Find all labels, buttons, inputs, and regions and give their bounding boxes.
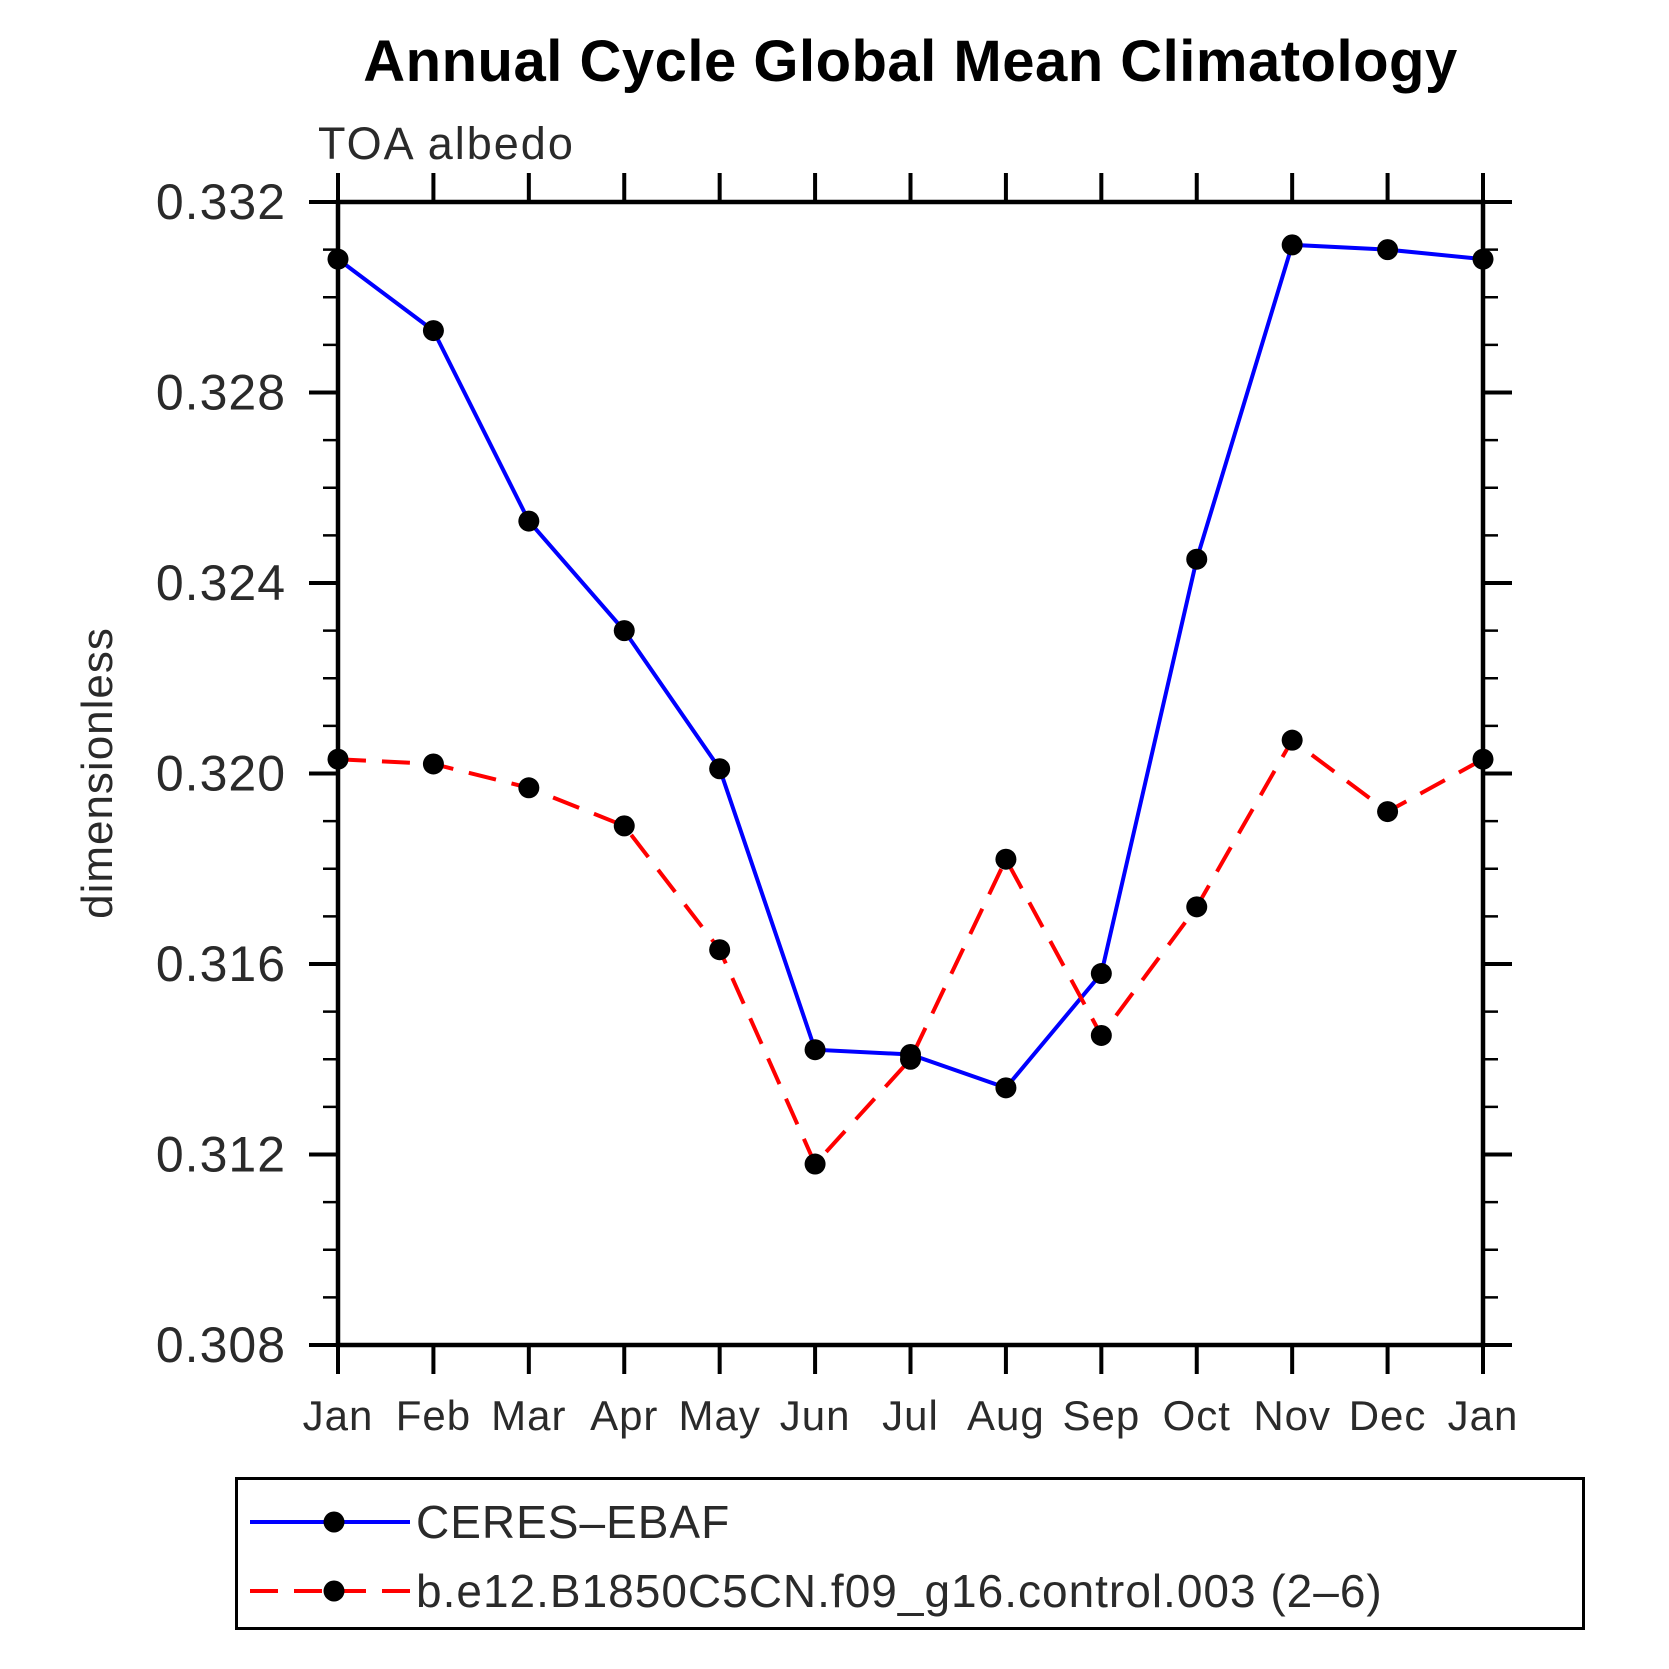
y-tick-label: 0.316 xyxy=(156,936,286,992)
chart-title: Annual Cycle Global Mean Climatology xyxy=(363,29,1458,94)
legend-label-model: b.e12.B1850C5CN.f09_g16.control.003 (2–6… xyxy=(416,1565,1383,1617)
data-point-s0-9 xyxy=(1186,548,1208,570)
legend-label-ceres: CERES–EBAF xyxy=(416,1496,731,1548)
x-tick-label: Sep xyxy=(1062,1392,1140,1439)
x-tick-label: Jan xyxy=(303,1392,374,1439)
data-point-s0-7 xyxy=(995,1077,1017,1099)
x-tick-label: Oct xyxy=(1163,1392,1231,1439)
x-tick-label: Jan xyxy=(1448,1392,1519,1439)
legend-line-sample-solid xyxy=(250,1511,410,1533)
x-tick-label: Feb xyxy=(396,1392,471,1439)
data-point-s1-11 xyxy=(1377,801,1399,823)
data-point-s1-7 xyxy=(995,848,1017,870)
y-tick-label: 0.308 xyxy=(156,1317,286,1373)
x-tick-label: Nov xyxy=(1253,1392,1331,1439)
legend-marker-icon xyxy=(323,1580,345,1602)
x-tick-label: Apr xyxy=(590,1392,658,1439)
y-tick-label: 0.328 xyxy=(156,365,286,421)
legend-marker-icon xyxy=(323,1511,345,1533)
data-point-s0-8 xyxy=(1090,963,1112,985)
y-tick-label: 0.332 xyxy=(156,174,286,230)
chart-subtitle: TOA albedo xyxy=(318,118,575,169)
data-point-s0-1 xyxy=(422,320,444,342)
x-tick-label: Jul xyxy=(882,1392,939,1439)
series-line-0 xyxy=(336,242,1484,1091)
data-point-s1-9 xyxy=(1186,896,1208,918)
x-tick-label: May xyxy=(678,1392,760,1439)
x-tick-label: Dec xyxy=(1349,1392,1427,1439)
y-tick-label: 0.324 xyxy=(156,555,286,611)
plot-frame xyxy=(335,199,1486,1348)
data-point-s1-12 xyxy=(1472,748,1494,770)
data-point-s0-4 xyxy=(709,758,731,780)
data-point-s0-2 xyxy=(518,510,540,532)
y-tick-label: 0.320 xyxy=(156,746,286,802)
x-tick-label: Jun xyxy=(780,1392,851,1439)
data-point-s1-2 xyxy=(518,777,540,799)
data-point-s0-10 xyxy=(1281,234,1303,256)
legend-entry-ceres: CERES–EBAF xyxy=(244,1496,730,1548)
x-tick-label: Aug xyxy=(967,1392,1045,1439)
data-point-s1-5 xyxy=(804,1153,826,1175)
x-tick-label: Mar xyxy=(491,1392,566,1439)
data-point-s1-0 xyxy=(327,748,349,770)
data-point-s0-12 xyxy=(1472,248,1494,270)
data-point-s1-1 xyxy=(422,753,444,775)
legend-box: CERES–EBAF b.e12.B1850C5CN.f09_g16.contr… xyxy=(235,1477,1585,1630)
data-point-s0-0 xyxy=(327,248,349,270)
data-point-s1-10 xyxy=(1281,729,1303,751)
legend-line-sample-dashed xyxy=(250,1580,410,1602)
data-point-s1-4 xyxy=(709,939,731,961)
series-line-1 xyxy=(337,737,1484,1168)
data-point-s1-3 xyxy=(613,815,635,837)
data-point-s0-11 xyxy=(1377,239,1399,261)
data-point-s1-6 xyxy=(900,1048,921,1070)
data-point-s1-8 xyxy=(1090,1024,1112,1046)
legend-entry-model: b.e12.B1850C5CN.f09_g16.control.003 (2–6… xyxy=(244,1565,1383,1617)
data-point-s0-5 xyxy=(804,1039,826,1061)
y-tick-label: 0.312 xyxy=(156,1127,286,1183)
data-point-s0-3 xyxy=(613,620,635,642)
